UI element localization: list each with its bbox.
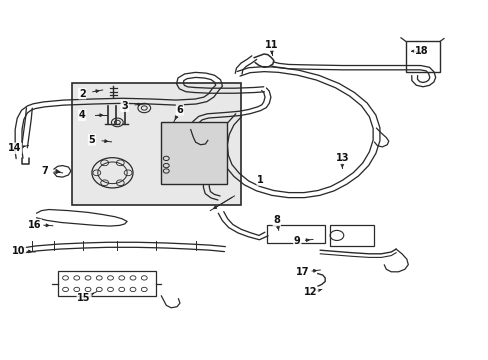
Text: 17: 17: [296, 267, 309, 277]
Text: 13: 13: [335, 153, 348, 163]
Text: 9: 9: [293, 236, 300, 246]
Text: 16: 16: [27, 220, 41, 230]
Text: 10: 10: [12, 246, 25, 256]
Text: 8: 8: [273, 215, 280, 225]
Text: 1: 1: [257, 175, 264, 185]
Text: 11: 11: [264, 40, 278, 50]
Text: 2: 2: [79, 89, 85, 99]
Text: 12: 12: [304, 287, 317, 297]
Text: 5: 5: [88, 135, 95, 145]
Text: 18: 18: [414, 46, 427, 56]
Text: 4: 4: [79, 110, 85, 120]
Bar: [58, 271, 155, 296]
Text: 3: 3: [121, 101, 128, 111]
Bar: [329, 225, 373, 246]
Bar: [405, 41, 439, 72]
Bar: [266, 225, 325, 243]
Bar: [161, 122, 227, 184]
Text: 15: 15: [77, 293, 91, 303]
Text: 6: 6: [176, 105, 183, 115]
Text: 14: 14: [8, 143, 21, 153]
Text: 7: 7: [41, 166, 48, 176]
Bar: [72, 83, 241, 205]
